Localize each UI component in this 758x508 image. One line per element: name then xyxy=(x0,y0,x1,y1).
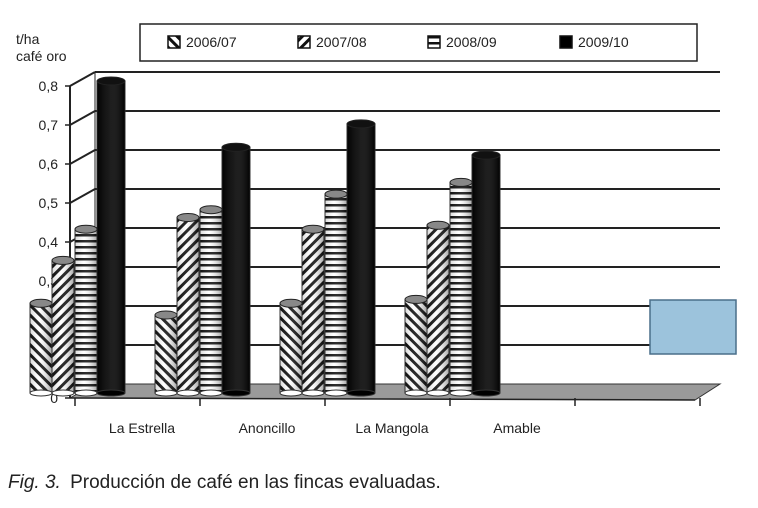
bar-shading xyxy=(222,147,250,393)
bar-base xyxy=(199,389,223,397)
bar-shading xyxy=(177,217,199,393)
left-wall-gridline xyxy=(69,110,96,126)
y-tick-label: 0,4 xyxy=(39,234,59,250)
bar-top xyxy=(404,294,428,304)
bar-top xyxy=(426,220,450,230)
caption-label: Fig. 3. xyxy=(8,472,61,493)
bar-base xyxy=(176,389,200,397)
bar-base xyxy=(404,389,428,397)
bar-shading xyxy=(347,123,375,394)
bar-2007-08 xyxy=(51,255,75,397)
bar-2006-07 xyxy=(279,298,303,397)
overlay-box xyxy=(649,299,737,355)
bar-top xyxy=(221,142,251,152)
legend-swatch xyxy=(297,35,311,49)
bar-shading xyxy=(325,194,347,393)
bar-base xyxy=(449,389,473,397)
bar-shading xyxy=(155,315,177,393)
bar-shading xyxy=(52,260,74,393)
bar-base xyxy=(346,389,376,397)
bar-base xyxy=(74,389,98,397)
bar-shading xyxy=(97,81,125,393)
bar-2008-09 xyxy=(449,177,473,397)
legend-label: 2009/10 xyxy=(578,34,629,50)
bar-2009-10 xyxy=(346,119,376,397)
legend-label: 2006/07 xyxy=(186,34,237,50)
figure-caption: Fig. 3. Producción de café en las fincas… xyxy=(8,472,441,494)
legend-label: 2007/08 xyxy=(316,34,367,50)
bar-2006-07 xyxy=(154,310,178,397)
bar-top xyxy=(74,224,98,234)
legend-swatch xyxy=(427,35,441,49)
bar-shading xyxy=(30,303,52,393)
x-tick-label: La Mangola xyxy=(355,420,428,436)
bar-shading xyxy=(427,225,449,393)
bar-top xyxy=(29,298,53,308)
bar-base xyxy=(29,389,53,397)
legend-box xyxy=(139,23,698,62)
legend-swatch xyxy=(167,35,181,49)
bar-2007-08 xyxy=(301,224,325,397)
bar-2008-09 xyxy=(324,189,348,397)
x-tick-label: Amable xyxy=(493,420,541,436)
bar-base xyxy=(154,389,178,397)
x-tick-label: La Estrella xyxy=(109,420,175,436)
bar-shading xyxy=(450,182,472,393)
bar-base xyxy=(471,389,501,397)
bar-top xyxy=(471,150,501,160)
bar-2008-09 xyxy=(74,224,98,397)
bar-base xyxy=(279,389,303,397)
y-axis-label-line2: café oro xyxy=(16,48,67,64)
bar-base xyxy=(51,389,75,397)
y-tick-label: 0 xyxy=(50,390,58,406)
bar-base xyxy=(96,389,126,397)
legend-swatch xyxy=(559,35,573,49)
y-axis-label-line1: t/ha xyxy=(16,31,40,47)
bar-base xyxy=(221,389,251,397)
bar-shading xyxy=(75,229,97,393)
bar-top xyxy=(154,310,178,320)
bar-top xyxy=(51,255,75,265)
bar-chart: 00,10,20,30,40,50,60,70,8La EstrellaAnon… xyxy=(16,23,737,436)
y-tick-label: 0,5 xyxy=(39,195,59,211)
bar-2006-07 xyxy=(404,294,428,397)
bar-shading xyxy=(405,299,427,393)
bar-base xyxy=(426,389,450,397)
caption-text: Producción de café en las fincas evaluad… xyxy=(70,472,441,493)
bar-2006-07 xyxy=(29,298,53,397)
legend-label: 2008/09 xyxy=(446,34,497,50)
bar-2007-08 xyxy=(176,213,200,397)
bar-2009-10 xyxy=(96,76,126,397)
left-wall-gridline xyxy=(69,188,96,204)
bar-top xyxy=(176,213,200,222)
y-tick-label: 0,8 xyxy=(39,78,59,94)
bar-top xyxy=(324,189,348,199)
bar-top xyxy=(279,298,303,308)
y-tick-label: 0,6 xyxy=(39,156,59,172)
bar-shading xyxy=(280,303,302,393)
bar-2007-08 xyxy=(426,220,450,397)
bar-base xyxy=(301,389,325,397)
bar-2009-10 xyxy=(221,142,251,397)
bar-2008-09 xyxy=(199,205,223,397)
bar-base xyxy=(324,389,348,397)
bar-shading xyxy=(302,229,324,393)
x-tick-label: Anoncillo xyxy=(239,420,296,436)
y-tick-label: 0,7 xyxy=(39,117,59,133)
left-wall-gridline xyxy=(69,149,96,165)
bar-top xyxy=(96,76,126,86)
bar-top xyxy=(449,177,473,187)
bar-shading xyxy=(472,155,500,393)
bar-2009-10 xyxy=(471,150,501,397)
bar-top xyxy=(346,119,376,129)
bar-top xyxy=(199,205,223,215)
bar-shading xyxy=(200,209,222,393)
bar-top xyxy=(301,224,325,234)
x-axis-line xyxy=(69,397,696,401)
left-wall-gridline xyxy=(69,71,96,87)
